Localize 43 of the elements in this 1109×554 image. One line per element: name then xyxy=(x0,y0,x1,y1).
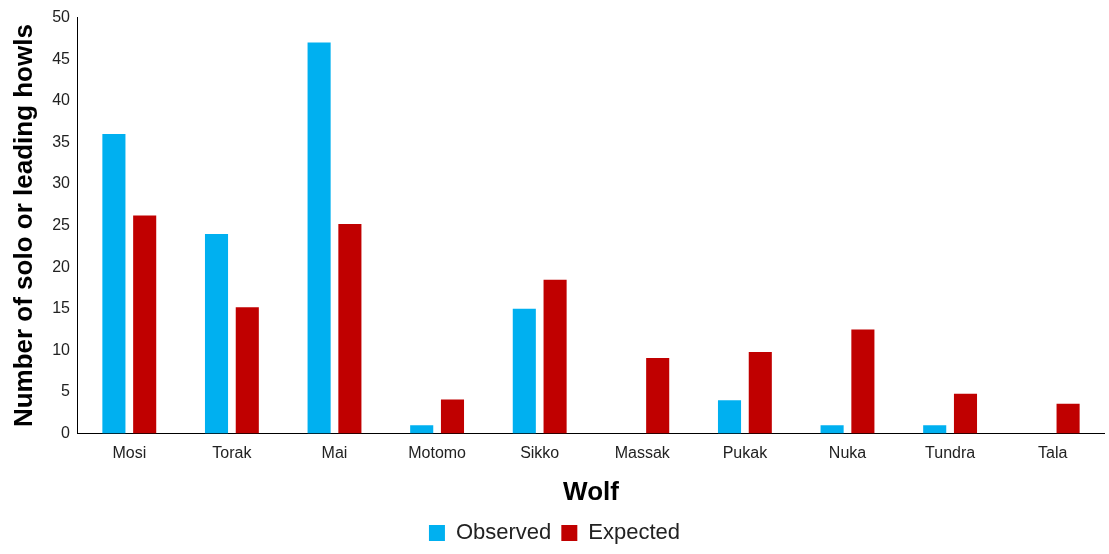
y-tick-label: 15 xyxy=(52,299,71,317)
x-tick-label: Tundra xyxy=(925,443,976,461)
y-tick-label: 40 xyxy=(52,91,71,109)
x-tick-label: Massak xyxy=(614,443,671,461)
legend-label: Expected xyxy=(588,519,681,545)
x-axis-title: Wolf xyxy=(563,475,620,506)
bar xyxy=(820,425,844,434)
bar xyxy=(512,308,536,434)
x-tick-label: Tala xyxy=(1038,443,1068,461)
bar xyxy=(133,215,157,434)
bar xyxy=(235,307,259,434)
y-tick-label: 50 xyxy=(52,8,71,26)
bar xyxy=(307,42,331,434)
x-tick-label: Torak xyxy=(212,443,253,461)
x-tick-label: Sikko xyxy=(520,443,560,461)
bar xyxy=(748,352,772,434)
bar xyxy=(851,329,875,434)
y-tick-label: 45 xyxy=(52,49,71,67)
bar xyxy=(923,425,947,434)
y-tick-label: 5 xyxy=(61,382,71,400)
x-tick-label: Mai xyxy=(321,443,348,461)
x-tick-label: Nuka xyxy=(828,443,867,461)
y-tick-label: 10 xyxy=(52,340,71,358)
bar xyxy=(204,233,229,434)
bar xyxy=(102,134,126,434)
bar xyxy=(543,279,567,434)
bar xyxy=(717,400,742,434)
bar xyxy=(953,393,978,434)
legend-label: Observed xyxy=(455,519,552,545)
y-tick-label: 30 xyxy=(52,174,71,192)
y-axis-title: Number of solo or leading howls xyxy=(7,24,38,428)
bar xyxy=(646,357,670,434)
x-tick-label: Motomo xyxy=(408,443,467,461)
y-tick-label: 20 xyxy=(52,257,71,275)
bar xyxy=(410,425,434,434)
bar xyxy=(338,223,362,434)
bar xyxy=(440,399,465,434)
y-tick-label: 0 xyxy=(61,424,71,442)
x-tick-label: Mosi xyxy=(112,443,147,461)
y-tick-label: 25 xyxy=(52,216,71,234)
y-tick-label: 35 xyxy=(52,132,71,150)
bar xyxy=(1056,403,1080,434)
x-tick-label: Pukak xyxy=(722,443,769,461)
